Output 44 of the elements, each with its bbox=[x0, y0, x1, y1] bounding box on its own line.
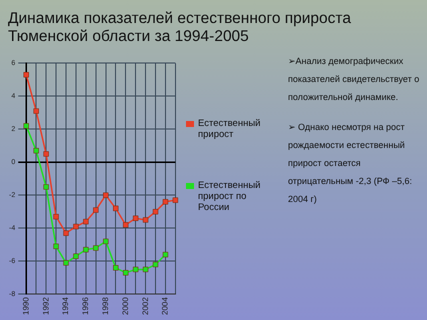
point bbox=[152, 262, 158, 268]
point bbox=[103, 192, 109, 198]
point bbox=[113, 206, 118, 212]
point bbox=[83, 218, 89, 224]
point bbox=[83, 246, 89, 252]
point bbox=[63, 230, 69, 236]
x-tick-label: 1992 bbox=[41, 296, 50, 315]
point bbox=[172, 197, 178, 203]
point bbox=[24, 72, 29, 78]
point bbox=[43, 151, 49, 157]
point bbox=[24, 123, 29, 129]
point bbox=[93, 207, 99, 213]
x-tick-label: 1996 bbox=[81, 296, 90, 315]
point bbox=[33, 108, 39, 114]
point bbox=[132, 266, 138, 272]
legend-label: Естественный прирост bbox=[198, 118, 262, 140]
point bbox=[162, 199, 168, 205]
point bbox=[122, 222, 128, 228]
point bbox=[142, 217, 148, 223]
point bbox=[103, 238, 109, 244]
x-tick-label: 1998 bbox=[100, 296, 110, 315]
x-tick-label: 1994 bbox=[61, 296, 70, 315]
point bbox=[53, 244, 59, 250]
point bbox=[122, 270, 128, 276]
point bbox=[53, 214, 59, 220]
point bbox=[93, 245, 99, 251]
point bbox=[132, 216, 138, 222]
text: ➢Анализ демографических показателей свидетельствует о положительной динамике. bbox=[288, 55, 420, 104]
point bbox=[142, 266, 148, 272]
x-tick-label: 2002 bbox=[140, 296, 150, 315]
point bbox=[63, 260, 69, 266]
point bbox=[162, 252, 168, 258]
point bbox=[152, 208, 158, 214]
x-tick-label: 2000 bbox=[120, 296, 130, 315]
point bbox=[33, 148, 39, 154]
text: ➢ Однако несмотря на рост рождаемости естественный прирост остается отрицательным -2,3 (РФ –5,6: 2004 г) bbox=[288, 121, 413, 206]
point bbox=[73, 224, 79, 230]
legend-label: Естественный прирост по России bbox=[198, 180, 262, 213]
x-tick-label: 1990 bbox=[21, 296, 30, 315]
x-tick-label: 2004 bbox=[160, 296, 170, 315]
point bbox=[73, 254, 79, 259]
point bbox=[113, 265, 118, 271]
chart-title: Динамика показателей естественного прироста Тюменской области за 1994-2005 bbox=[8, 10, 352, 46]
point bbox=[43, 184, 49, 190]
